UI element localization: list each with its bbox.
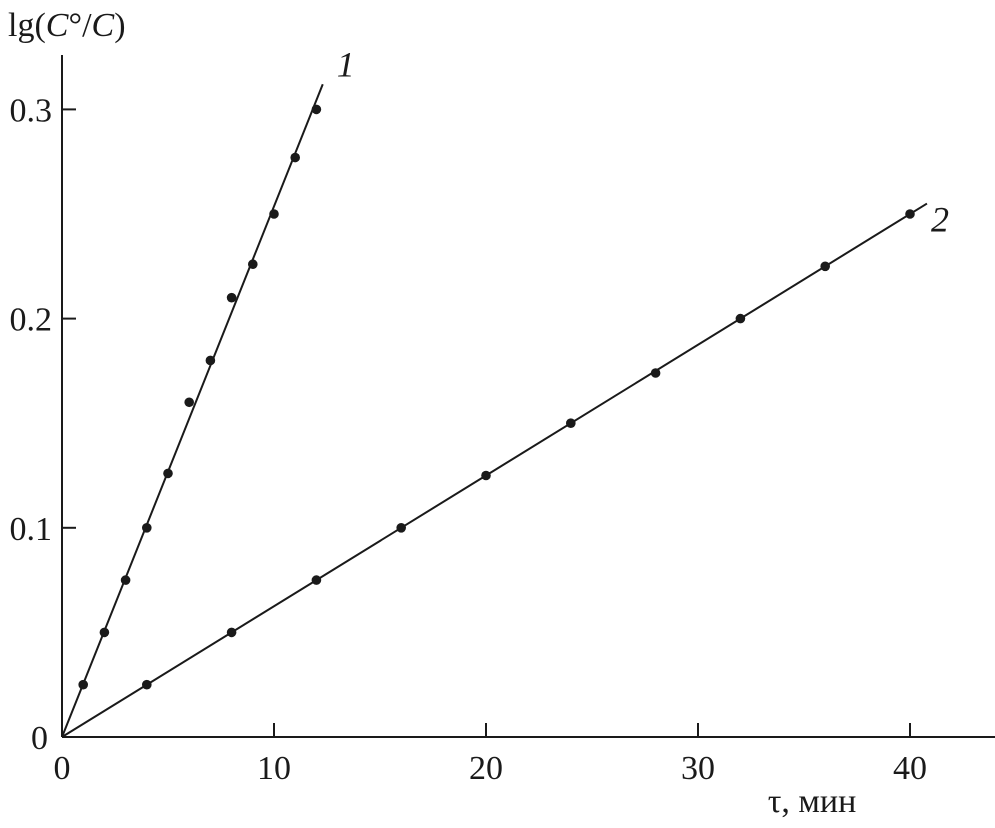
- ticks: 0 10 20 30 40 0.1 0.2 0.3: [10, 92, 928, 787]
- data-point-series-2: [650, 368, 661, 378]
- x-tick-label: 20: [469, 750, 503, 787]
- x-tick-label: 10: [257, 750, 291, 787]
- y-tick-label: 0.1: [10, 511, 53, 548]
- fit-line-series-1: [61, 83, 324, 738]
- data-point-series-2: [226, 627, 237, 638]
- data-point-series-2: [311, 575, 322, 585]
- y-axis-title-part: °/: [68, 7, 92, 44]
- data-point-series-1: [311, 104, 322, 115]
- data-point-series-2: [905, 209, 915, 219]
- data-point-series-1: [290, 152, 301, 163]
- data-point-series-1: [163, 468, 173, 479]
- data-point-series-1: [78, 679, 88, 690]
- x-tick-label: 30: [681, 750, 715, 787]
- fit-lines: [61, 83, 928, 738]
- x-tick-label: 40: [893, 750, 927, 787]
- y-axis-title-part: C: [46, 7, 69, 44]
- data-point-series-1: [99, 627, 110, 638]
- y-axis-title-part: lg(: [8, 7, 46, 44]
- labels: 0 τ, мин lg(C°/C): [8, 7, 856, 820]
- y-axis-title: lg(C°/C): [8, 7, 126, 44]
- y-axis-title-part: ): [114, 7, 125, 44]
- y-tick-label: 0.3: [10, 92, 53, 129]
- data-point-series-1: [269, 209, 279, 219]
- data-point-series-2: [481, 470, 491, 481]
- y-axis-title-part: C: [92, 7, 115, 44]
- origin-label: 0: [31, 720, 48, 757]
- data-point-series-1: [248, 259, 258, 270]
- x-axis-title: τ, мин: [768, 783, 857, 820]
- data-points: 12: [78, 44, 949, 690]
- y-tick-label: 0.2: [10, 302, 53, 339]
- data-point-series-2: [142, 679, 152, 690]
- data-point-series-1: [142, 523, 152, 533]
- data-point-series-1: [184, 397, 194, 408]
- data-point-series-2: [396, 523, 407, 533]
- data-point-series-2: [820, 261, 830, 272]
- series-label: 2: [931, 200, 949, 240]
- x-tick-label: 0: [54, 750, 71, 787]
- data-point-series-1: [226, 292, 237, 303]
- data-point-series-1: [205, 355, 216, 366]
- fit-line-series-2: [61, 202, 928, 738]
- data-point-series-1: [120, 575, 131, 585]
- data-point-series-2: [566, 418, 576, 429]
- data-point-series-2: [735, 313, 746, 324]
- series-label: 1: [337, 44, 355, 84]
- axes: [61, 55, 995, 738]
